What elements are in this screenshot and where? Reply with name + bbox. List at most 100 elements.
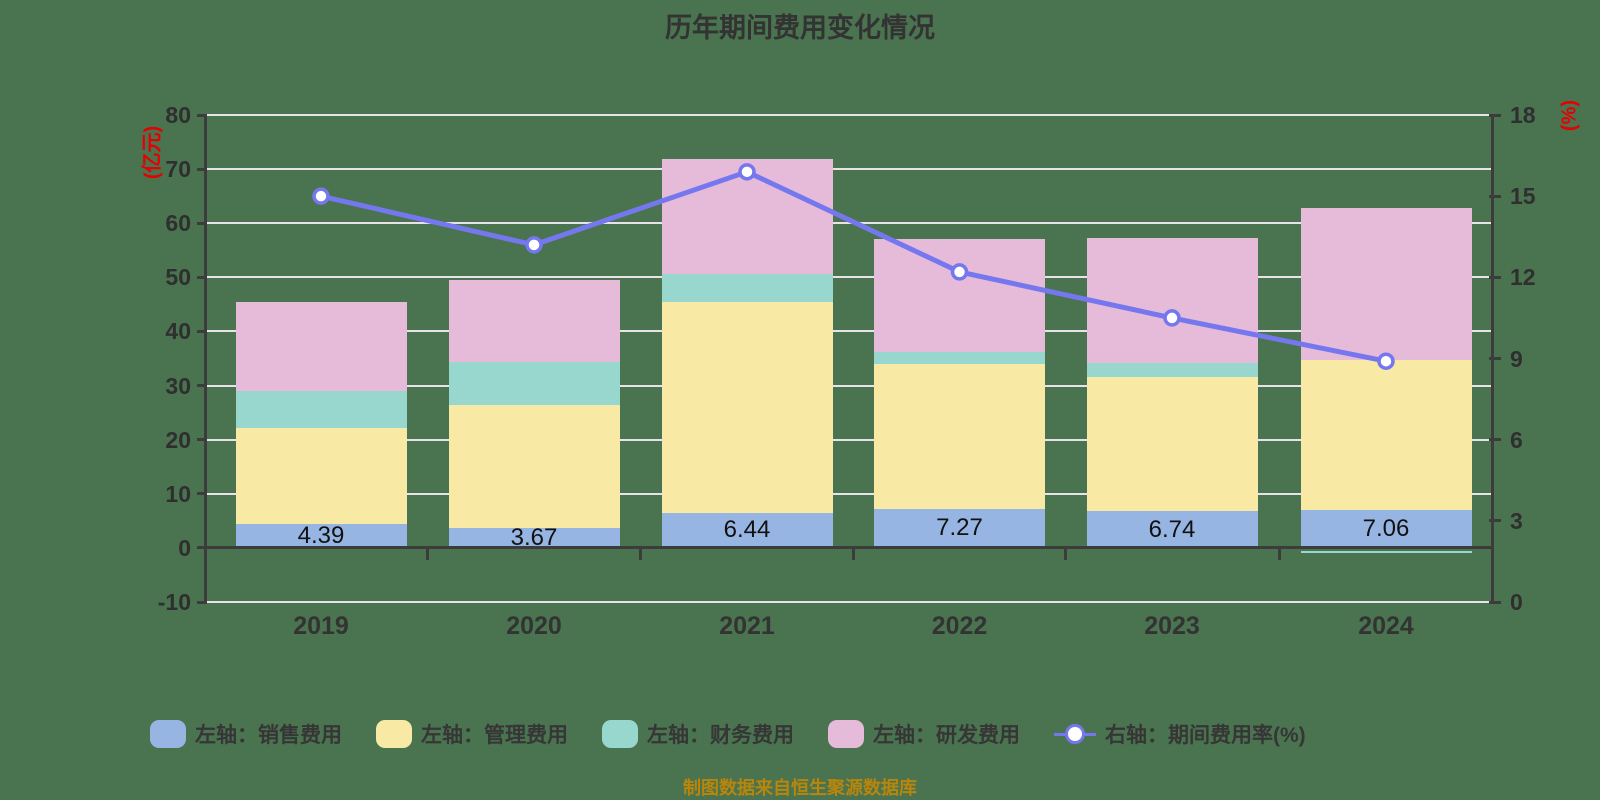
bar-segment-sales-2019[interactable] [235,524,407,548]
right-axis-tick-label-18: 18 [1510,102,1536,128]
legend-label-rd: 左轴：研发费用 [873,724,1020,747]
legend-swatch-finance [602,720,638,748]
bar-segment-finance-2021[interactable] [661,273,833,302]
bar-segment-rd-2019[interactable] [235,302,407,391]
right-axis-tick-18 [1489,113,1501,117]
bar-segment-rd-2022[interactable] [874,238,1045,352]
x-axis-tick-3 [1064,547,1068,560]
bar-segment-sales-2024[interactable] [1300,509,1472,548]
line-point-2022[interactable] [950,263,969,281]
legend-line-dot [1065,724,1085,744]
legend-item-finance[interactable]: 左轴：财务费用 [602,719,794,749]
legend-label-management: 左轴：管理费用 [421,724,568,747]
chart-title: 历年期间费用变化情况 [665,13,935,43]
x-axis-zero-line [205,546,1493,550]
legend-label-finance: 左轴：财务费用 [647,724,794,747]
left-axis-tick-label-0: 0 [178,534,191,561]
line-point-2020[interactable] [525,236,543,254]
bar-segment-sales-2022[interactable] [874,508,1045,548]
legend-item-sales[interactable]: 左轴：销售费用 [150,719,342,749]
right-axis-tick-label-6: 6 [1510,426,1523,453]
bar-value-label-2021: 6.44 [723,516,771,544]
line-point-2024[interactable] [1377,352,1395,370]
right-axis-tick-6 [1489,438,1501,442]
left-axis-tick-50 [197,275,207,279]
bar-segment-finance-2022[interactable] [874,351,1045,365]
bar-value-label-2022: 7.27 [936,514,983,542]
left-axis-tick-label-30: 30 [165,372,191,399]
x-axis-label-2024: 2024 [1358,612,1414,640]
left-axis-tick-80 [197,113,207,117]
bar-segment-rd-2023[interactable] [1086,238,1258,363]
legend-line-marker-icon [1054,720,1096,748]
legend-label-expense-ratio: 右轴：期间费用率(%) [1105,724,1306,747]
bar-segment-sales-2023[interactable] [1086,511,1258,548]
right-axis-tick-15 [1489,194,1501,198]
left-axis-tick-label-40: 40 [165,318,191,345]
bar-segment-finance-2024[interactable] [1300,550,1472,554]
bar-segment-management-2019[interactable] [235,427,407,525]
right-axis-tick-label-0: 0 [1510,589,1523,615]
x-axis-label-2020: 2020 [506,612,562,640]
x-axis-tick-0 [426,547,429,560]
bar-value-label-2019: 4.39 [297,522,345,549]
left-axis-tick-label-70: 70 [165,156,191,183]
right-axis-tick-label-12: 12 [1510,264,1536,291]
legend-item-expense-ratio[interactable]: 右轴：期间费用率(%) [1054,719,1306,749]
bar-segment-rd-2020[interactable] [448,280,620,362]
bar-segment-management-2024[interactable] [1300,360,1472,510]
left-axis-line [204,115,207,602]
legend: 左轴：销售费用 左轴：管理费用 左轴：财务费用 左轴：研发费用 右轴：期间费用率(%) [150,719,1306,749]
data-source-note: 制图数据来自恒生聚源数据库 [683,778,917,798]
gridline-y60 [205,222,1493,225]
gridline-y20 [205,438,1493,441]
gridline-y50 [205,276,1493,279]
bar-segment-rd-2024[interactable] [1300,207,1472,361]
gridline-y-10 [205,601,1493,603]
bar-segment-sales-2021[interactable] [661,513,833,548]
left-axis-tick-20 [197,438,207,442]
legend-item-management[interactable]: 左轴：管理费用 [376,719,568,749]
gridline-y70 [205,168,1493,171]
right-axis-tick-9 [1489,357,1501,360]
legend-swatch-rd [828,720,864,748]
x-axis-label-2021: 2021 [719,612,775,640]
left-axis-tick-70 [197,167,207,171]
bar-segment-finance-2023[interactable] [1086,362,1258,377]
legend-label-sales: 左轴：销售费用 [195,724,342,747]
left-axis-tick-label--10: -10 [157,589,191,615]
bar-value-label-2020: 3.67 [510,523,558,551]
x-axis-label-2023: 2023 [1144,612,1200,640]
bar-segment-management-2023[interactable] [1086,376,1258,512]
x-axis-label-2019: 2019 [293,612,349,640]
left-axis-tick-0 [197,546,207,550]
bar-value-label-2024: 7.06 [1362,514,1410,542]
line-point-2021[interactable] [738,163,756,181]
legend-item-rd[interactable]: 左轴：研发费用 [828,719,1020,749]
gridline-y10 [205,492,1493,495]
bar-segment-management-2021[interactable] [661,302,833,514]
bar-segment-finance-2019[interactable] [235,391,407,428]
bar-value-label-2023: 6.74 [1148,515,1196,543]
left-axis-tick-label-80: 80 [165,102,191,128]
bar-segment-management-2020[interactable] [448,405,620,529]
left-axis-tick-label-60: 60 [165,210,191,237]
bar-segment-management-2022[interactable] [874,364,1045,509]
left-axis-tick-label-50: 50 [165,264,191,291]
left-axis-tick-10 [197,492,207,496]
legend-swatch-sales [150,720,186,748]
gridline-y30 [205,384,1493,387]
left-axis-tick-40 [197,329,207,333]
line-point-2019[interactable] [312,187,330,205]
bar-segment-sales-2020[interactable] [448,528,620,548]
line-point-2023[interactable] [1163,309,1181,327]
expense-ratio-line [312,163,1395,370]
right-axis-tick-label-9: 9 [1510,345,1523,372]
right-axis-tick-label-15: 15 [1510,183,1536,210]
x-axis-label-2022: 2022 [931,612,988,640]
x-axis-tick-4 [1277,547,1281,560]
x-axis-tick-1 [639,547,642,560]
bar-segment-finance-2020[interactable] [448,361,620,406]
right-axis-tick-0 [1489,600,1501,604]
